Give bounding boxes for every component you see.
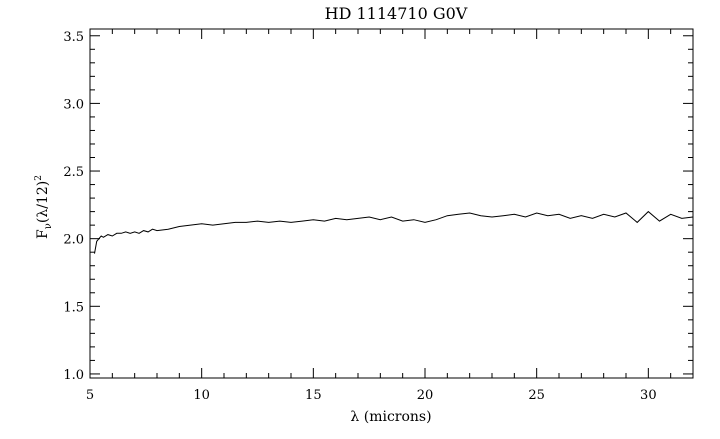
y-tick-label: 3.0: [63, 97, 84, 112]
x-tick-label: 30: [640, 388, 657, 403]
x-axis-label: λ (microns): [350, 409, 431, 425]
flux-series-line: [94, 210, 694, 254]
y-tick-label: 3.5: [63, 30, 84, 45]
y-axis-label-sup: 2: [34, 175, 44, 181]
y-tick-label: 2.0: [63, 233, 84, 248]
y-axis-label: Fν(λ/12)2: [34, 175, 54, 239]
y-axis-label-mid: (λ/12): [35, 181, 51, 223]
plot-frame: [89, 28, 694, 379]
x-tick-label: 5: [86, 388, 94, 403]
x-tick-label: 20: [417, 388, 434, 403]
y-tick-label: 2.5: [63, 165, 84, 180]
chart-title: HD 1114710 G0V: [325, 4, 468, 23]
x-tick-label: 25: [528, 388, 545, 403]
y-axis-label-main: F: [35, 229, 51, 239]
x-tick-label: 15: [305, 388, 322, 403]
y-tick-label: 1.0: [63, 368, 84, 383]
y-axis-label-sub: ν: [43, 223, 54, 229]
x-tick-label: 10: [193, 388, 210, 403]
y-tick-label: 1.5: [63, 300, 84, 315]
